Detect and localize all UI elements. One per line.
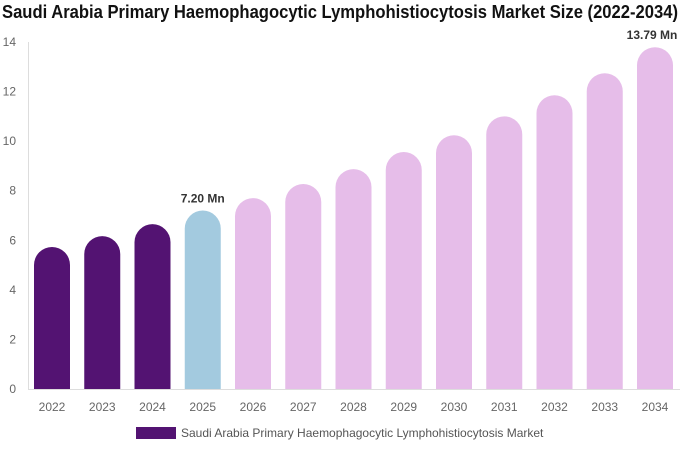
x-tick-label: 2028 [340,400,367,414]
x-tick-label: 2023 [89,400,116,414]
legend-label: Saudi Arabia Primary Haemophagocytic Lym… [181,426,544,440]
bar-2026[interactable] [235,198,271,389]
bar-2032[interactable] [536,95,573,390]
x-tick-label: 2032 [541,400,568,414]
bars: 7.20 Mn 13.79 Mn [34,28,678,390]
x-tick-label: 2025 [189,400,216,414]
y-tick-label: 6 [9,233,16,247]
bar-2034[interactable] [637,47,673,389]
x-tick-label: 2031 [491,400,518,414]
x-tick-label: 2033 [591,400,618,414]
bar-2029[interactable] [385,152,422,389]
bar-2022[interactable] [34,246,70,389]
x-tick-label: 2034 [642,400,669,414]
x-tick-label: 2024 [139,400,166,414]
data-label-2025: 7.20 Mn [181,192,225,206]
y-tick-label: 2 [9,332,16,346]
x-tick-label: 2026 [240,400,267,414]
x-tick-label: 2027 [290,400,317,414]
y-tick-label: 12 [3,85,17,99]
x-tick-label: 2030 [441,400,468,414]
y-tick-label: 4 [9,283,16,297]
y-tick-label: 0 [9,382,16,396]
legend-swatch [136,427,176,439]
bar-2030[interactable] [436,135,472,389]
data-label-2034: 13.79 Mn [627,28,678,42]
bar-2024[interactable] [134,224,171,389]
x-tick-label: 2029 [390,400,417,414]
bar-2023[interactable] [84,236,121,389]
y-axis: 0 2 4 6 8 10 12 14 [3,35,17,396]
y-tick-label: 10 [3,134,17,148]
bar-2027[interactable] [285,184,322,389]
y-tick-label: 8 [9,184,16,198]
bar-2031[interactable] [486,116,523,389]
bar-2028[interactable] [335,169,372,389]
x-tick-label: 2022 [39,400,66,414]
y-tick-label: 14 [3,35,17,49]
bar-2025[interactable] [184,210,221,389]
legend[interactable]: Saudi Arabia Primary Haemophagocytic Lym… [136,426,544,440]
bar-2033[interactable] [586,73,623,389]
chart-title: Saudi Arabia Primary Haemophagocytic Lym… [2,2,678,22]
x-axis: 2022 2023 2024 2025 2026 2027 2028 2029 2030 2031… [39,400,669,414]
